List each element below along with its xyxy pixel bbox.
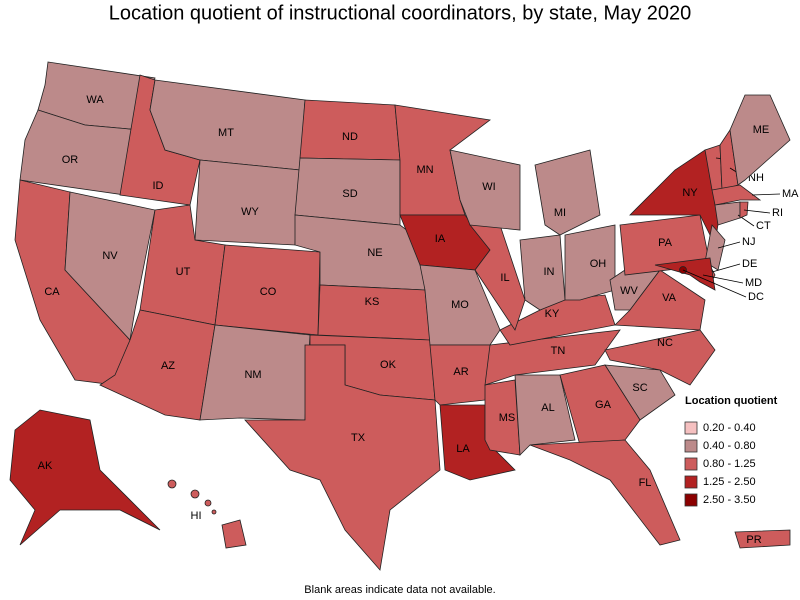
state-label: MO	[451, 299, 469, 311]
state	[449, 149, 521, 231]
state	[484, 329, 621, 386]
state-label: VA	[662, 292, 677, 304]
state-label: DC	[748, 291, 764, 303]
state	[317, 284, 431, 341]
state	[564, 224, 616, 301]
state-label: WI	[482, 181, 495, 193]
state	[614, 269, 706, 331]
legend-swatch	[684, 439, 698, 453]
state	[64, 191, 156, 341]
state-label: NM	[244, 369, 261, 381]
state-label: PR	[746, 534, 761, 546]
legend-swatch	[684, 493, 698, 507]
callout-line	[682, 269, 747, 298]
island	[204, 499, 212, 507]
legend-label: 2.50 - 3.50	[703, 494, 756, 506]
callout-line	[711, 263, 741, 273]
state-label: GA	[595, 399, 612, 411]
state	[514, 374, 576, 456]
state-label: MN	[416, 164, 433, 176]
state-label: IN	[544, 266, 555, 278]
state-label: MI	[554, 207, 566, 219]
callout-line	[751, 193, 781, 196]
state-label: ME	[753, 124, 770, 136]
legend-swatch	[684, 457, 698, 471]
island	[190, 489, 200, 499]
state	[9, 409, 161, 546]
state-label: NH	[748, 172, 764, 184]
state-label: NJ	[742, 236, 755, 248]
state	[199, 324, 311, 421]
state-label: PA	[658, 237, 673, 249]
state-label: IL	[500, 272, 509, 284]
legend-label: 1.25 - 2.50	[703, 476, 756, 488]
state	[394, 104, 491, 216]
state-label: MS	[499, 412, 516, 424]
legend-swatch	[684, 421, 698, 435]
state	[194, 159, 301, 246]
legend-title: Location quotient	[685, 395, 778, 407]
state-label: NC	[657, 337, 673, 349]
state-label: AZ	[161, 360, 175, 372]
state	[529, 439, 681, 546]
legend-label: 0.20 - 0.40	[703, 422, 756, 434]
state	[534, 149, 601, 236]
state	[244, 344, 441, 571]
state	[711, 184, 762, 206]
state-label: CO	[260, 286, 277, 298]
state-label: WV	[620, 285, 638, 297]
state	[714, 201, 741, 226]
state-label: ND	[342, 131, 358, 143]
state-label: IA	[435, 233, 446, 245]
callout-line	[717, 241, 741, 249]
legend-swatch	[684, 475, 698, 489]
state-label: AK	[38, 460, 53, 472]
state-label: AL	[541, 402, 554, 414]
state-label: WA	[86, 94, 104, 106]
footnote: Blank areas indicate data not available.	[304, 584, 495, 596]
state-label: UT	[176, 266, 191, 278]
callout-line	[702, 274, 744, 284]
state-label: MD	[745, 277, 762, 289]
state-label: SC	[632, 382, 647, 394]
island	[167, 479, 177, 489]
state	[734, 529, 791, 549]
state-label: KS	[365, 296, 380, 308]
state-label: CA	[44, 286, 60, 298]
map-title: Location quotient of instructional coord…	[109, 2, 692, 24]
state-label: SD	[342, 188, 357, 200]
state-label: RI	[772, 207, 783, 219]
state-label: TN	[551, 345, 566, 357]
state-label: MT	[218, 127, 234, 139]
state-label: MA	[782, 188, 799, 200]
state-label: NE	[367, 247, 382, 259]
legend-label: 0.80 - 1.25	[703, 458, 756, 470]
state-label: HI	[191, 510, 202, 522]
state-label: DE	[742, 258, 757, 270]
state-label: LA	[456, 443, 470, 455]
state-label: OK	[380, 359, 397, 371]
state-label: AR	[453, 366, 468, 378]
state-label: KY	[545, 308, 560, 320]
state-label: FL	[639, 477, 652, 489]
state-label: NV	[102, 250, 118, 262]
state-label: WY	[241, 206, 259, 218]
state	[559, 364, 641, 446]
callout-line	[743, 209, 771, 214]
legend-label: 0.40 - 0.80	[703, 440, 756, 452]
state-label: CT	[756, 220, 771, 232]
state	[221, 519, 247, 549]
island	[211, 509, 217, 515]
state	[519, 234, 566, 311]
state-label: ID	[153, 180, 164, 192]
state	[604, 329, 716, 386]
state-label: NY	[682, 187, 698, 199]
state-label: OH	[590, 258, 607, 270]
state	[429, 344, 496, 406]
state	[484, 379, 521, 456]
state-label: TX	[351, 432, 366, 444]
state-label: OR	[62, 154, 79, 166]
